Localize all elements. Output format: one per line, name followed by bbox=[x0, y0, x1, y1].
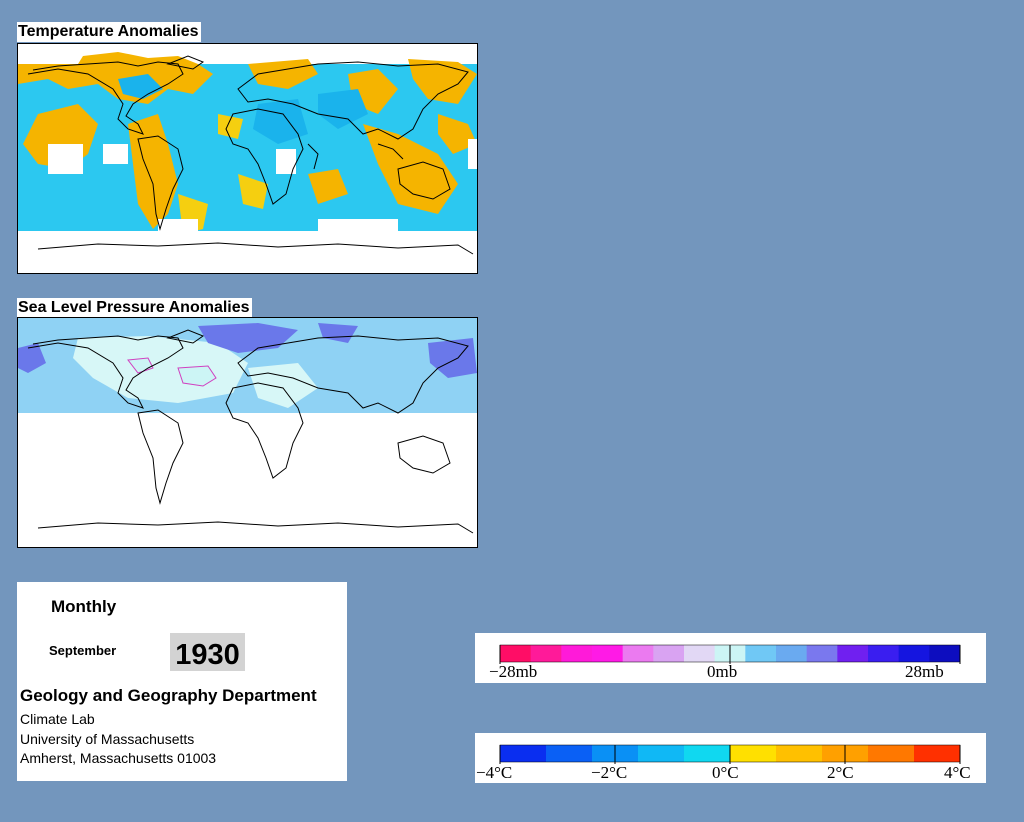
temperature-legend-label-minus4: −4°C bbox=[476, 763, 512, 782]
temperature-anomaly-map bbox=[17, 43, 478, 274]
pressure-anomaly-map bbox=[17, 317, 478, 548]
address-line: Amherst, Massachusetts 01003 bbox=[20, 750, 217, 766]
pressure-swatch-12 bbox=[868, 645, 900, 662]
pressure-map-title: Sea Level Pressure Anomalies bbox=[17, 298, 252, 318]
pressure-swatch-6 bbox=[684, 645, 716, 662]
pressure-swatch-11 bbox=[837, 645, 869, 662]
temperature-swatch-0 bbox=[500, 745, 547, 762]
pressure-swatch-3 bbox=[592, 645, 624, 662]
pressure-swatch-1 bbox=[530, 645, 562, 662]
pressure-legend: −28mb 0mb 28mb bbox=[475, 633, 986, 683]
info-panel: Monthly September 1930 Geology and Geogr… bbox=[17, 582, 347, 781]
university-name: University of Massachusetts bbox=[20, 731, 195, 747]
temperature-legend-label-0: 0°C bbox=[712, 763, 739, 782]
temperature-swatch-1 bbox=[546, 745, 593, 762]
pressure-swatch-14 bbox=[929, 645, 961, 662]
pressure-swatch-13 bbox=[898, 645, 930, 662]
pressure-swatch-10 bbox=[806, 645, 838, 662]
department-name: Geology and Geography Department bbox=[20, 686, 317, 705]
pressure-coastlines bbox=[27, 329, 474, 534]
temperature-swatch-5 bbox=[730, 745, 777, 762]
temperature-legend-label-minus2: −2°C bbox=[591, 763, 627, 782]
temperature-swatch-3 bbox=[638, 745, 685, 762]
pressure-swatch-0 bbox=[500, 645, 532, 662]
pressure-legend-label-max: 28mb bbox=[905, 662, 944, 681]
temperature-swatch-6 bbox=[776, 745, 823, 762]
pressure-swatch-5 bbox=[653, 645, 685, 662]
pressure-swatch-8 bbox=[745, 645, 777, 662]
temperature-color-bar bbox=[499, 744, 961, 764]
lab-name: Climate Lab bbox=[20, 711, 95, 727]
pressure-swatch-9 bbox=[776, 645, 808, 662]
temperature-legend-label-4: 4°C bbox=[944, 763, 971, 782]
month-label: September bbox=[49, 643, 117, 658]
year-label: 1930 bbox=[170, 633, 245, 671]
pressure-anomaly-field bbox=[18, 318, 477, 413]
temperature-coastlines bbox=[27, 55, 474, 255]
temperature-swatch-8 bbox=[868, 745, 915, 762]
frequency-label: Monthly bbox=[51, 597, 117, 616]
pressure-swatch-4 bbox=[622, 645, 654, 662]
temperature-swatch-9 bbox=[914, 745, 961, 762]
temperature-legend: −4°C −2°C 0°C 2°C 4°C bbox=[475, 733, 986, 783]
pressure-legend-label-min: −28mb bbox=[489, 662, 537, 681]
pressure-legend-label-zero: 0mb bbox=[707, 662, 737, 681]
pressure-swatch-2 bbox=[561, 645, 593, 662]
temperature-map-title: Temperature Anomalies bbox=[17, 22, 201, 42]
temperature-swatch-4 bbox=[684, 745, 731, 762]
temperature-anomaly-field bbox=[18, 52, 477, 273]
pressure-color-bar bbox=[499, 644, 961, 664]
temperature-legend-label-2: 2°C bbox=[827, 763, 854, 782]
